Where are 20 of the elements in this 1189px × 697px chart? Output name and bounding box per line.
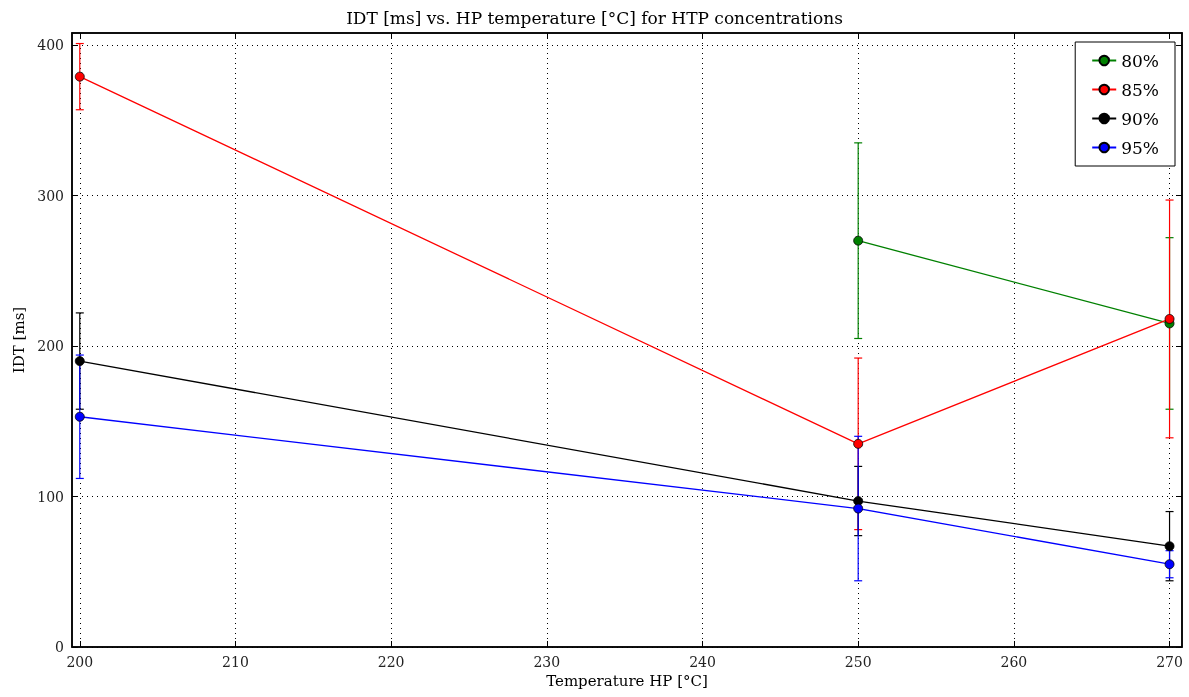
x-axis-title: Temperature HP [°C] [546, 672, 708, 691]
x-tick-label: 220 [377, 654, 405, 670]
chart-title: IDT [ms] vs. HP temperature [°C] for HTP concentrations [346, 7, 843, 28]
y-tick-label: 400 [37, 37, 64, 54]
y-tick-label: 300 [37, 187, 64, 204]
x-tick-label: 270 [1156, 654, 1183, 670]
x-tick-label: 200 [66, 654, 94, 670]
y-tick-label: 100 [37, 488, 64, 505]
x-tick-label: 250 [844, 654, 872, 670]
y-tick-label: 200 [37, 338, 64, 355]
x-tick-label: 230 [533, 654, 561, 670]
y-tick-label: 0 [55, 639, 64, 655]
legend-label: 85% [1121, 79, 1160, 100]
legend-label: 95% [1121, 137, 1160, 158]
x-tick-label: 210 [222, 654, 249, 670]
y-axis-title: IDT [ms] [9, 306, 28, 374]
x-tick-label: 260 [1000, 654, 1028, 670]
x-tick-label: 240 [689, 654, 716, 670]
legend-label: 80% [1121, 50, 1160, 71]
legend-label: 90% [1121, 108, 1160, 129]
